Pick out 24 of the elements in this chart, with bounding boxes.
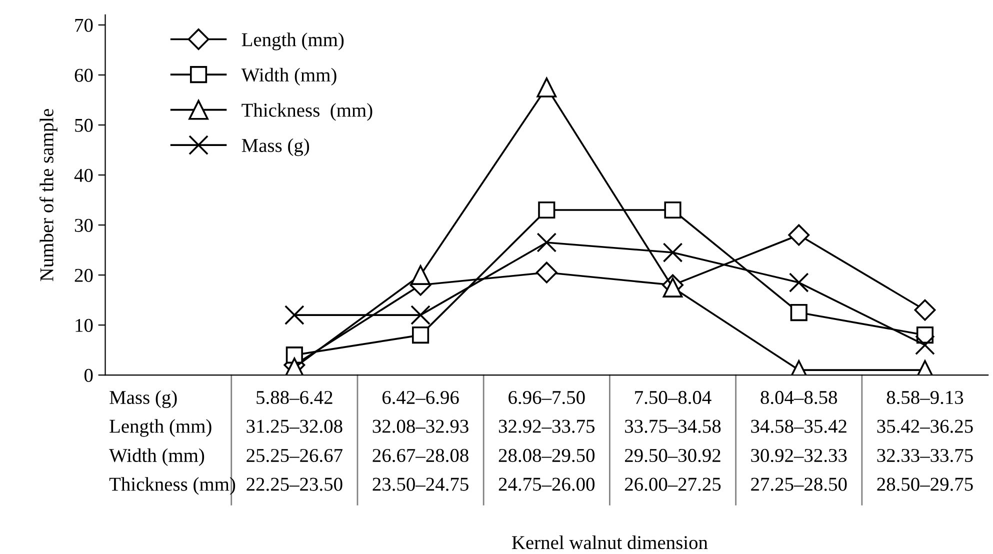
x-tick-label: 5.88–6.42 31.25–32.08 25.25–26.67 22.25–23.50 — [246, 390, 342, 491]
legend-label: Length (mm) — [242, 32, 344, 50]
x-tick-label: 6.96–7.50 32.92–33.75 28.08–29.50 24.75–26.00 — [498, 390, 595, 491]
y-tick-label: 40 — [74, 168, 93, 182]
y-tick-label: 10 — [76, 318, 93, 332]
text: Width (mm) — [109, 448, 204, 466]
y-tick-label: 70 — [75, 18, 93, 32]
text: Length (mm) — [110, 419, 212, 437]
y-tick-label: 0 — [84, 368, 93, 382]
x-tick-label: 6.42–6.96 32.08–32.93 26.67–28.08 23.50–24.75 — [372, 390, 468, 491]
y-axis-title: Number of the sample — [40, 109, 58, 282]
x-tick-label: 8.04–8.58 34.58–35.42 30.92–32.33 27.25–28.50 — [751, 390, 847, 491]
x-tick-label: 7.50–8.04 33.75–34.58 29.50–30.92 26.00–27.25 — [625, 390, 721, 491]
text: Thickness (mm) — [109, 477, 236, 495]
legend-label: Width (mm) — [241, 68, 336, 86]
y-tick-label: 20 — [74, 268, 93, 282]
text: Mass (g) — [110, 390, 177, 408]
x-axis-title: Kernel walnut dimension — [512, 535, 708, 550]
legend-label: Mass (g) — [242, 138, 310, 156]
y-tick-label: 30 — [74, 218, 93, 232]
x-tick-label: 8.58–9.13 35.42–36.25 32.33–33.75 28.50–29.75 — [877, 390, 973, 491]
y-tick-label: 60 — [74, 68, 93, 82]
legend-label: Thickness (mm) — [242, 103, 372, 121]
y-tick-label: 50 — [75, 118, 93, 132]
